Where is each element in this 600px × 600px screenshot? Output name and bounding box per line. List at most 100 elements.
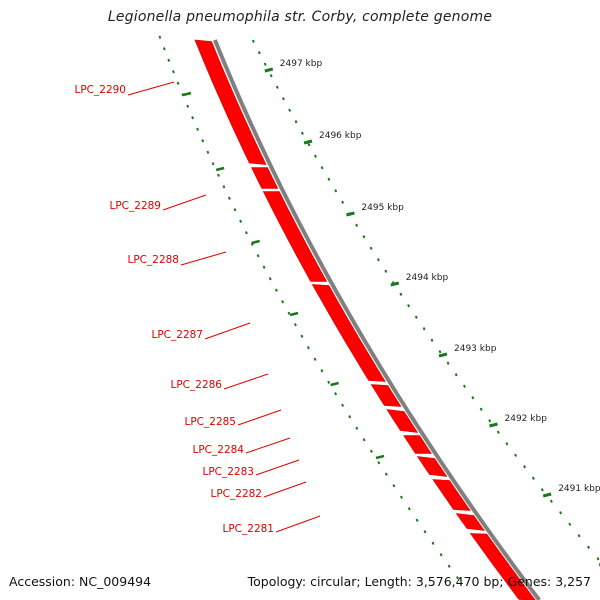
kbp-tick bbox=[542, 492, 552, 498]
track-dot bbox=[362, 438, 366, 442]
gene-label: LPC_2283 bbox=[203, 466, 255, 478]
scale-dot bbox=[257, 51, 261, 55]
scale-dot bbox=[514, 453, 518, 457]
gene-leader-line bbox=[162, 194, 207, 211]
track-dot bbox=[287, 311, 291, 315]
gene-leader-line bbox=[127, 81, 175, 96]
track-dash bbox=[182, 91, 192, 97]
scale-dot bbox=[414, 315, 418, 319]
gene-feature bbox=[194, 39, 267, 165]
track-dot bbox=[313, 357, 317, 361]
scale-dot bbox=[454, 373, 458, 377]
track-dot bbox=[327, 380, 331, 384]
scale-dot bbox=[300, 131, 304, 135]
track-dot bbox=[171, 70, 175, 74]
gene-feature bbox=[370, 384, 402, 407]
gene-label: LPC_2281 bbox=[223, 523, 275, 535]
track-dot bbox=[306, 346, 310, 350]
scale-dot bbox=[430, 338, 434, 342]
gene-leader-line bbox=[204, 322, 251, 340]
gene-leader-line bbox=[180, 251, 227, 266]
gene-feature bbox=[416, 456, 448, 477]
track-dot bbox=[392, 484, 396, 488]
scale-dot bbox=[568, 522, 572, 526]
scale-dot bbox=[355, 223, 359, 227]
track-dot bbox=[341, 403, 345, 407]
kbp-label: 2495 kbp bbox=[361, 203, 404, 213]
gene-label: LPC_2286 bbox=[171, 379, 223, 391]
scale-dot bbox=[320, 166, 324, 170]
gene-feature bbox=[386, 409, 419, 433]
track-dot bbox=[162, 47, 166, 51]
scale-dot bbox=[275, 85, 279, 89]
track-dot bbox=[320, 369, 324, 373]
track-dot bbox=[239, 219, 243, 223]
scale-dot bbox=[334, 189, 338, 193]
track-dot bbox=[222, 185, 226, 189]
track-dot bbox=[355, 426, 359, 430]
track-dot bbox=[201, 139, 205, 143]
scale-dot bbox=[294, 120, 298, 124]
scale-dot bbox=[596, 557, 600, 561]
scale-dot bbox=[549, 499, 553, 503]
track-dot bbox=[439, 553, 443, 557]
track-dot bbox=[191, 116, 195, 120]
scale-dot bbox=[559, 511, 563, 515]
track-dot bbox=[186, 104, 190, 108]
gene-label: LPC_2285 bbox=[185, 416, 237, 428]
scale-dot bbox=[307, 143, 311, 147]
scale-dot bbox=[288, 108, 292, 112]
gene-feature bbox=[403, 435, 432, 454]
scale-dot bbox=[384, 269, 388, 273]
track-dot bbox=[377, 461, 381, 465]
track-dash bbox=[289, 311, 299, 317]
track-dot bbox=[262, 265, 266, 269]
gene-feature bbox=[262, 191, 328, 282]
scale-dot bbox=[422, 327, 426, 331]
scale-dot bbox=[463, 384, 466, 388]
track-dot bbox=[400, 495, 403, 499]
scale-dot bbox=[281, 97, 285, 101]
gene-label: LPC_2287 bbox=[152, 329, 204, 341]
scale-dot bbox=[587, 545, 590, 549]
scale-dot bbox=[479, 407, 483, 411]
gene-leader-line bbox=[275, 515, 321, 533]
kbp-label: 2496 kbp bbox=[319, 131, 362, 141]
scale-dot bbox=[523, 465, 526, 469]
track-dot bbox=[268, 277, 272, 281]
track-dot bbox=[300, 334, 304, 338]
track-dot bbox=[181, 93, 185, 97]
gene-label: LPC_2290 bbox=[75, 84, 127, 96]
scale-dot bbox=[263, 62, 267, 66]
kbp-label: 2491 kbp bbox=[558, 484, 600, 494]
kbp-label: 2497 kbp bbox=[280, 59, 323, 69]
track-dot bbox=[206, 150, 210, 154]
kbp-tick bbox=[303, 139, 313, 145]
scale-dot bbox=[407, 304, 411, 308]
scale-dot bbox=[251, 39, 255, 43]
track-dash bbox=[375, 454, 385, 460]
track-dot bbox=[256, 254, 260, 258]
track-dash bbox=[251, 239, 261, 245]
kbp-tick bbox=[390, 281, 400, 287]
track-dot bbox=[447, 564, 451, 568]
scale-dot bbox=[505, 442, 509, 446]
track-dot bbox=[211, 162, 215, 166]
gene-feature bbox=[432, 479, 471, 511]
kbp-tick bbox=[264, 67, 274, 73]
track-dot bbox=[274, 288, 278, 292]
map-title: Legionella pneumophila str. Corby, compl… bbox=[107, 9, 493, 25]
accession-label: Accession: NC_009494 bbox=[9, 574, 152, 589]
scale-dot bbox=[399, 292, 403, 296]
track-dot bbox=[233, 208, 237, 212]
gene-label: LPC_2288 bbox=[128, 254, 180, 266]
track-dash bbox=[330, 381, 339, 387]
scale-dot bbox=[269, 74, 273, 78]
scale-dot bbox=[446, 361, 450, 365]
track-dot bbox=[423, 530, 427, 534]
track-dot bbox=[167, 58, 171, 62]
scale-dot bbox=[471, 396, 475, 400]
scale-dot bbox=[362, 235, 366, 239]
track-dot bbox=[244, 231, 248, 235]
